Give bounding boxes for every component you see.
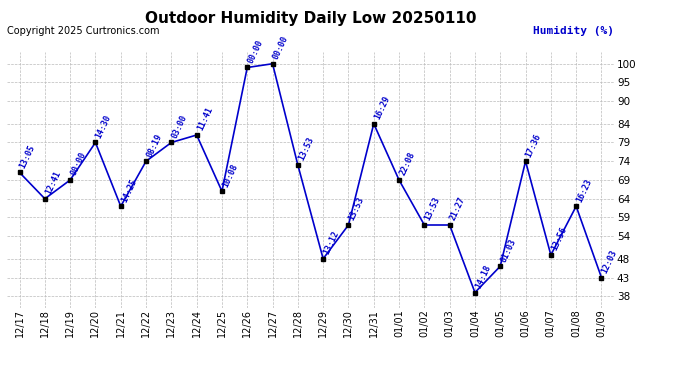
Text: 10:08: 10:08 xyxy=(221,162,239,189)
Text: 00:00: 00:00 xyxy=(69,151,88,177)
Text: 12:03: 12:03 xyxy=(600,248,619,275)
Text: 13:05: 13:05 xyxy=(19,143,37,170)
Text: 13:12: 13:12 xyxy=(322,230,341,256)
Text: 14:18: 14:18 xyxy=(474,263,493,290)
Text: 22:08: 22:08 xyxy=(398,151,417,177)
Text: 11:41: 11:41 xyxy=(195,106,214,132)
Text: 13:53: 13:53 xyxy=(297,136,315,162)
Text: 17:36: 17:36 xyxy=(524,132,543,159)
Text: 13:53: 13:53 xyxy=(423,196,442,222)
Text: 01:03: 01:03 xyxy=(499,237,518,264)
Text: 14:30: 14:30 xyxy=(95,113,113,140)
Text: 13:56: 13:56 xyxy=(550,226,569,252)
Text: 21:27: 21:27 xyxy=(448,196,467,222)
Text: 00:00: 00:00 xyxy=(246,38,265,65)
Text: 14:25: 14:25 xyxy=(119,177,138,204)
Text: 12:41: 12:41 xyxy=(43,170,62,196)
Text: 16:23: 16:23 xyxy=(575,177,593,204)
Text: 16:29: 16:29 xyxy=(373,94,391,121)
Text: Outdoor Humidity Daily Low 20250110: Outdoor Humidity Daily Low 20250110 xyxy=(145,11,476,26)
Text: 13:53: 13:53 xyxy=(347,196,366,222)
Text: 03:00: 03:00 xyxy=(170,113,189,140)
Text: Humidity (%): Humidity (%) xyxy=(533,26,614,36)
Text: 00:00: 00:00 xyxy=(271,34,290,61)
Text: Copyright 2025 Curtronics.com: Copyright 2025 Curtronics.com xyxy=(7,26,159,36)
Text: 08:19: 08:19 xyxy=(145,132,164,159)
